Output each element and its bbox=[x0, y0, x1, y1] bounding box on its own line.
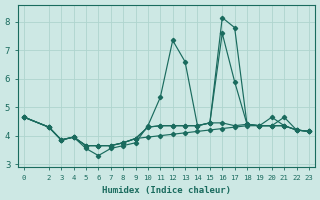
X-axis label: Humidex (Indice chaleur): Humidex (Indice chaleur) bbox=[102, 186, 231, 195]
